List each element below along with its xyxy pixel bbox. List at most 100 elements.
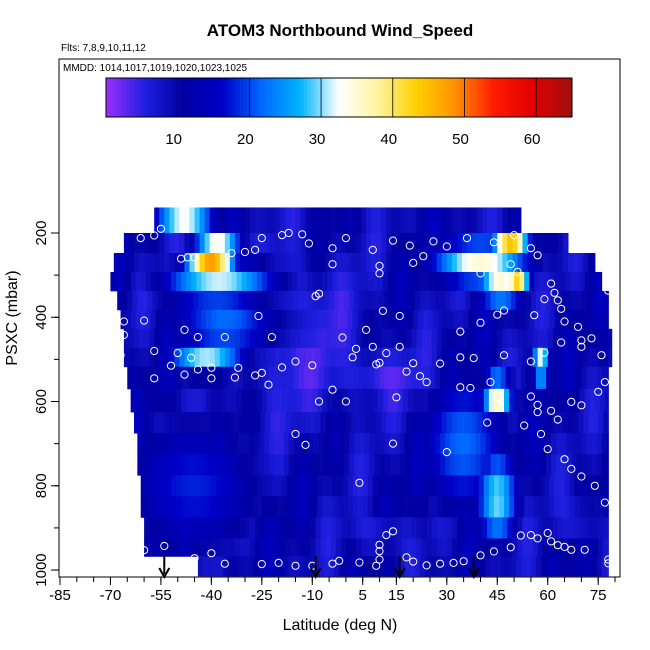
- observation-point: [506, 543, 515, 552]
- heatmap-layer: [123, 233, 569, 254]
- observation-point: [136, 234, 145, 243]
- observation-point: [166, 361, 176, 370]
- observation-point: [257, 560, 266, 569]
- observation-point: [486, 378, 495, 387]
- observation-point: [405, 241, 414, 250]
- observation-point: [600, 378, 610, 387]
- observation-point: [355, 558, 364, 567]
- observation-point: [382, 349, 391, 358]
- heatmap-layer: [110, 271, 603, 292]
- observation-point: [116, 351, 125, 360]
- observation-point: [103, 295, 112, 304]
- x-tick-label: -85: [49, 587, 71, 604]
- observation-point: [449, 558, 458, 568]
- heatmap-layer: [140, 496, 609, 518]
- observation-point: [560, 317, 569, 326]
- flight-arrows: [158, 556, 480, 580]
- observation-point: [436, 359, 445, 368]
- flight-direction-arrow: [158, 556, 171, 580]
- observation-point: [291, 357, 300, 366]
- observation-point: [375, 358, 384, 367]
- observation-point: [375, 269, 384, 278]
- y-axis: 200 400 600 800 1000: [33, 220, 59, 587]
- observation-point: [604, 264, 613, 273]
- observation-point: [489, 238, 498, 247]
- observation-point: [469, 354, 478, 363]
- y-tick-label: 1000: [33, 553, 50, 586]
- observation-point: [257, 234, 266, 243]
- observation-point: [462, 234, 472, 243]
- observation-point: [567, 545, 576, 554]
- observation-point: [291, 429, 300, 439]
- observation-point: [388, 439, 398, 448]
- heatmap-layer: [123, 347, 613, 368]
- observation-point: [466, 383, 475, 393]
- observation-point: [493, 310, 502, 319]
- observation-point: [436, 559, 445, 568]
- observation-point: [267, 333, 276, 342]
- observation-point: [543, 445, 552, 454]
- chart-title: ATOM3 Northbound Wind_Speed: [207, 21, 473, 40]
- observation-point: [96, 325, 105, 334]
- observation-point: [76, 285, 85, 294]
- observation-point: [402, 367, 411, 376]
- observation-point: [251, 371, 260, 380]
- observation-point: [180, 325, 189, 334]
- x-tick-label: -70: [100, 587, 122, 604]
- observation-point: [291, 561, 300, 570]
- colorbar-frame: [105, 77, 573, 118]
- colorbar-tick-label: 60: [524, 131, 541, 148]
- observation-point: [150, 346, 159, 356]
- observation-point: [577, 336, 586, 345]
- observation-point: [304, 239, 313, 248]
- observation-point: [489, 547, 498, 556]
- observation-point: [540, 295, 549, 304]
- x-tick-label: 15: [388, 587, 405, 604]
- observation-point: [328, 244, 337, 253]
- heatmap-layer: [144, 538, 609, 557]
- observation-point: [509, 231, 519, 240]
- observation-point: [547, 279, 556, 288]
- heatmap-layer: [144, 517, 609, 539]
- observation-point: [547, 406, 556, 415]
- y-tick-label: 600: [33, 389, 50, 414]
- observation-point: [580, 545, 589, 554]
- observation-point: [180, 370, 189, 379]
- colorbar-tick-label: 50: [452, 131, 469, 148]
- x-tick-label: 45: [489, 587, 506, 604]
- observation-point: [214, 233, 223, 242]
- observation-point: [190, 253, 199, 262]
- colorbar: 10 20 30 40 50 60: [105, 77, 573, 148]
- observation-point: [587, 334, 596, 343]
- observation-point: [193, 333, 202, 342]
- heatmap-layers: [110, 207, 613, 577]
- observation-point: [395, 311, 404, 321]
- observation-point: [254, 311, 263, 321]
- observation-point: [513, 267, 522, 276]
- observation-point: [207, 374, 216, 383]
- observation-point: [516, 531, 525, 540]
- observation-point: [328, 559, 337, 568]
- y-tick-label: 800: [33, 473, 50, 498]
- observation-point: [230, 373, 239, 382]
- observation-point: [459, 557, 468, 566]
- observation-point: [227, 249, 236, 258]
- observation-point: [597, 351, 606, 360]
- observation-point: [442, 448, 451, 457]
- observation-point: [600, 498, 610, 507]
- observation-point: [476, 551, 485, 560]
- observation-point: [314, 397, 324, 406]
- observation-point: [160, 541, 169, 551]
- plot-frame: [58, 58, 621, 578]
- observation-point: [335, 556, 344, 565]
- x-axis: -85 -70 -55 -40 -25 -10 5 15 30 45 60 75: [49, 577, 616, 604]
- observation-point: [119, 330, 129, 340]
- observation-point: [442, 242, 451, 251]
- observation-point: [526, 357, 536, 366]
- observation-point: [274, 558, 283, 568]
- observation-point: [96, 547, 105, 556]
- observation-point: [86, 306, 95, 315]
- observation-point: [557, 338, 566, 347]
- observation-point: [388, 527, 398, 536]
- heatmap-layer: [127, 366, 609, 390]
